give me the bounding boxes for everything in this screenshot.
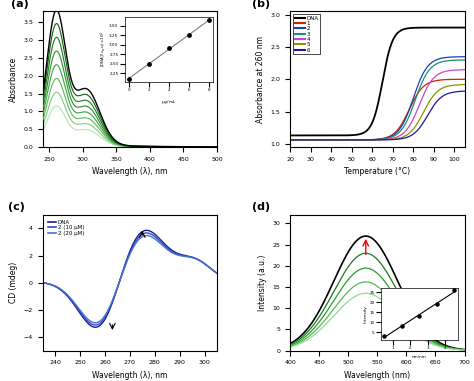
X-axis label: Temperature (°C): Temperature (°C): [344, 167, 410, 176]
Legend: DNA, 1, 2, 3, 4, 5, 6: DNA, 1, 2, 3, 4, 5, 6: [293, 14, 320, 54]
Text: (b): (b): [252, 0, 270, 9]
X-axis label: Wavelength (nm): Wavelength (nm): [344, 371, 410, 380]
Text: (a): (a): [11, 0, 29, 9]
Y-axis label: Absorbance: Absorbance: [9, 57, 18, 102]
Text: (d): (d): [252, 202, 270, 212]
Text: (c): (c): [8, 202, 25, 212]
Legend: DNA, 2 (10 μM), 2 (20 μM): DNA, 2 (10 μM), 2 (20 μM): [46, 218, 86, 238]
Y-axis label: Intensity (a.u.): Intensity (a.u.): [258, 255, 267, 311]
Y-axis label: Absorbance at 260 nm: Absorbance at 260 nm: [256, 36, 265, 123]
Y-axis label: CD (mdeg): CD (mdeg): [9, 262, 18, 303]
X-axis label: Wavelength (λ), nm: Wavelength (λ), nm: [92, 371, 167, 380]
X-axis label: Wavelength (λ), nm: Wavelength (λ), nm: [92, 167, 167, 176]
